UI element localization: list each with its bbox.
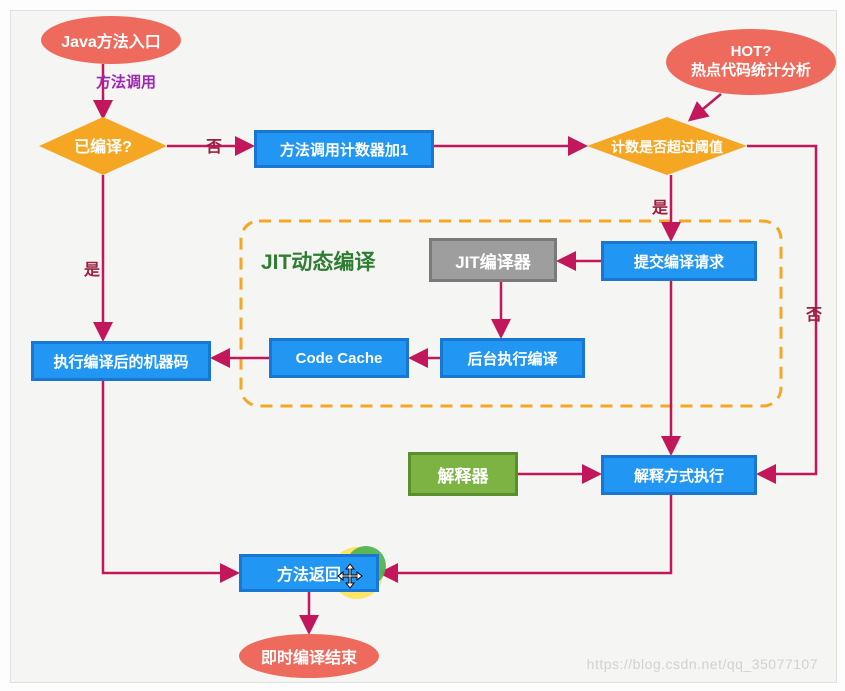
hot-node: HOT? 热点代码统计分析: [666, 29, 836, 95]
compiled-diamond-text: 已编译?: [74, 137, 132, 156]
interp-exec-node: 解释方式执行: [601, 455, 757, 495]
jit-node-text: JIT编译器: [455, 248, 531, 273]
end-node-text: 即时编译结束: [261, 644, 357, 668]
threshold-diamond: 计数是否超过阈值: [587, 117, 747, 175]
threshold-diamond-text: 计数是否超过阈值: [611, 139, 723, 155]
yes2-label: 是: [652, 194, 668, 218]
counter-node: 方法调用计数器加1: [254, 130, 434, 168]
cache-node-text: Code Cache: [296, 350, 383, 367]
submit-node-text: 提交编译请求: [634, 251, 724, 272]
backend-node-text: 后台执行编译: [467, 348, 557, 369]
compiled-diamond: 已编译?: [39, 117, 167, 175]
end-node: 即时编译结束: [239, 634, 379, 678]
hot-node-line1: HOT?: [731, 43, 772, 62]
start-node: Java方法入口: [41, 16, 181, 64]
cache-node: Code Cache: [269, 338, 409, 378]
exec-node: 执行编译后的机器码: [31, 341, 211, 381]
interpreter-node: 解释器: [408, 452, 518, 496]
watermark-text: https://blog.csdn.net/qq_35077107: [587, 656, 818, 672]
interpreter-node-text: 解释器: [438, 462, 489, 487]
no1-label: 否: [206, 133, 222, 157]
hot-node-line2: 热点代码统计分析: [691, 62, 811, 81]
return-node: 方法返回: [239, 554, 379, 592]
call-label: 方法调用: [96, 71, 156, 92]
yes1-label: 是: [84, 256, 100, 280]
flowchart-canvas: 已编译? 计数是否超过阈值 Java方法入口 HOT? 热点代码统计分析 方法调…: [10, 10, 837, 683]
backend-node: 后台执行编译: [440, 338, 585, 378]
submit-node: 提交编译请求: [601, 241, 757, 281]
counter-node-text: 方法调用计数器加1: [280, 139, 408, 160]
jit-title-label: JIT动态编译: [261, 246, 375, 276]
no2-label: 否: [806, 301, 822, 325]
start-node-text: Java方法入口: [61, 28, 161, 52]
jit-node: JIT编译器: [429, 238, 557, 282]
exec-node-text: 执行编译后的机器码: [53, 351, 188, 372]
interp-exec-node-text: 解释方式执行: [634, 465, 724, 486]
return-node-text: 方法返回: [277, 561, 341, 585]
